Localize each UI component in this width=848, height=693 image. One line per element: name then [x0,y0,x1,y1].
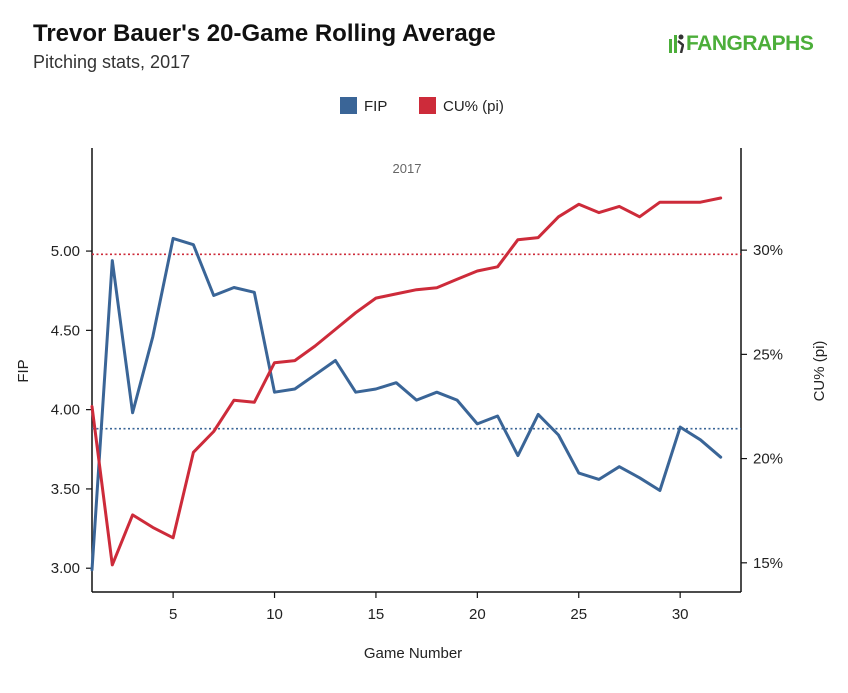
left-tick-label-1: 3.50 [51,481,80,498]
left-axis-title: FIP [15,359,32,382]
legend-swatch-cu [419,97,436,114]
fangraphs-logo: FANGRAPHS [668,32,814,56]
left-tick-label-0: 3.00 [51,560,80,577]
x-axis-title: Game Number [364,645,462,662]
x-tick-label-20: 20 [469,606,486,623]
x-tick-label-30: 30 [672,606,689,623]
right-axis-title: CU% (pi) [811,341,828,402]
series-line-fip [90,236,723,572]
left-tick-label-2: 4.00 [51,402,80,419]
x-tick-label-25: 25 [570,606,587,623]
left-tick-label-4: 5.00 [51,243,80,260]
legend-label-cu: CU% (pi) [443,98,504,115]
right-tick-label-3: 30% [753,242,783,259]
fangraphs-logo-icon [669,34,684,53]
legend-swatch-fip [340,97,357,114]
right-tick-label-0: 15% [753,555,783,572]
chart-legend: FIP CU% (pi) [340,97,504,115]
right-tick-label-1: 20% [753,451,783,468]
right-tick-label-2: 25% [753,346,783,363]
chart-title: Trevor Bauer's 20-Game Rolling Average [33,20,496,47]
x-tick-label-15: 15 [368,606,385,623]
x-tick-label-10: 10 [266,606,283,623]
left-tick-label-3: 4.50 [51,322,80,339]
legend-label-fip: FIP [364,98,387,115]
x-tick-label-5: 5 [169,606,177,623]
series-line-cu [90,196,723,567]
chart-annotation: 2017 [393,161,422,176]
chart-subtitle: Pitching stats, 2017 [33,52,191,72]
fangraphs-logo-text: FANGRAPHS [686,32,814,55]
